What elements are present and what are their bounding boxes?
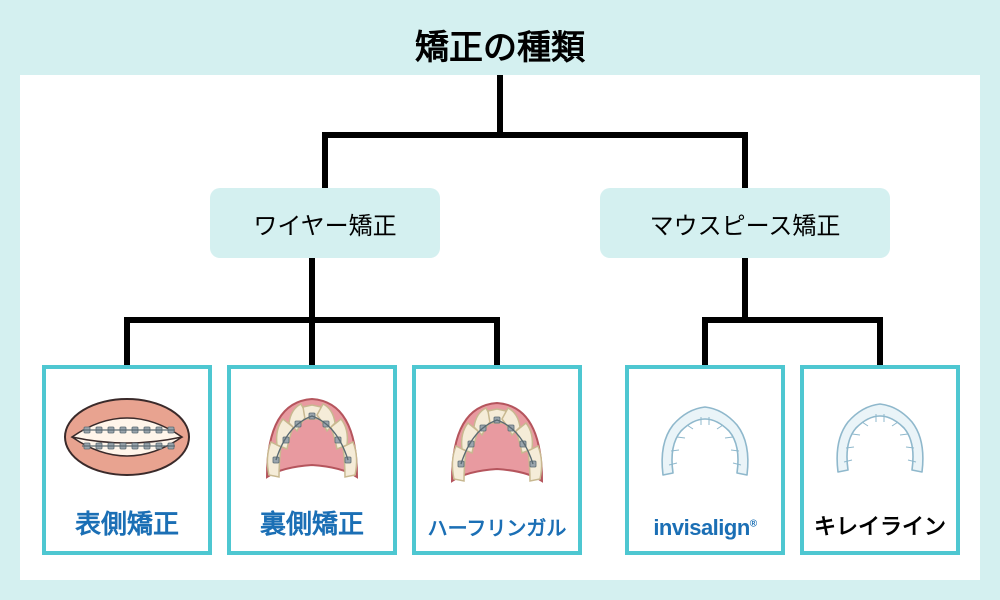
front-braces-icon	[46, 369, 208, 504]
node-wire: ワイヤー矯正	[210, 188, 440, 258]
node-mouthpiece: マウスピース矯正	[600, 188, 890, 258]
leaf-omote: 表側矯正	[42, 365, 212, 555]
diagram-panel: ワイヤー矯正 マウスピース矯正 表側矯正	[20, 75, 980, 580]
back-braces-icon	[416, 369, 578, 512]
leaf-label-invisalign: invisalign®	[653, 515, 756, 541]
leaf-label-half: ハーフリンガル	[428, 512, 567, 541]
leaf-kirei: キレイライン	[800, 365, 960, 555]
aligner-icon	[804, 369, 956, 509]
aligner-icon	[629, 369, 781, 515]
leaf-label-kirei: キレイライン	[814, 509, 946, 541]
leaf-label-ura: 裏側矯正	[260, 504, 364, 541]
leaf-half: ハーフリンガル	[412, 365, 582, 555]
page-title: 矯正の種類	[0, 0, 1000, 69]
leaf-label-omote: 表側矯正	[75, 504, 179, 541]
back-braces-icon	[231, 369, 393, 504]
leaf-ura: 裏側矯正	[227, 365, 397, 555]
leaf-invisalign: invisalign®	[625, 365, 785, 555]
